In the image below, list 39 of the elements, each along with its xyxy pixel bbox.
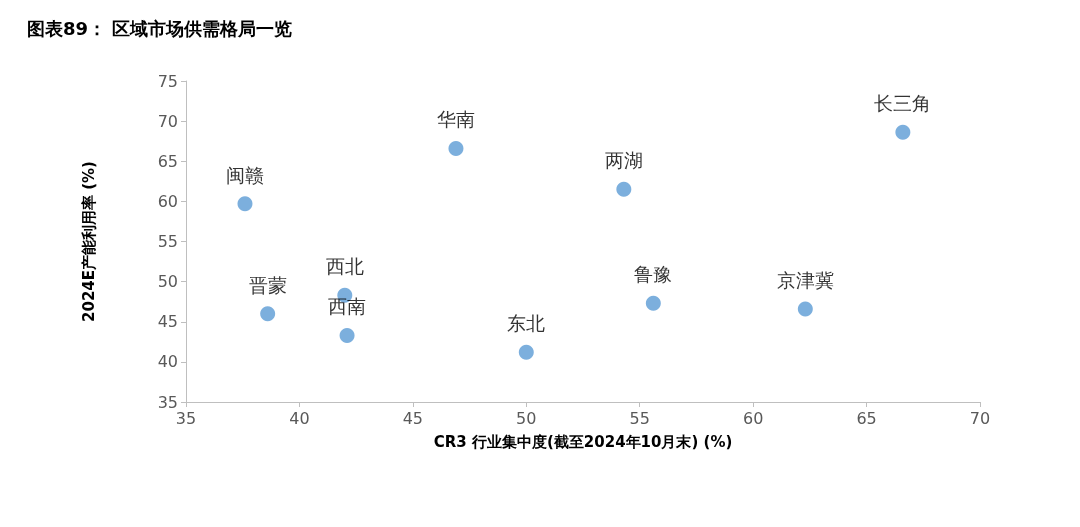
annotation: 两湖 bbox=[604, 149, 643, 172]
point bbox=[518, 344, 534, 360]
x-tick-label: 35 bbox=[175, 408, 197, 428]
y-tick-label: 35 bbox=[157, 392, 178, 412]
x-tick-label: 65 bbox=[856, 408, 877, 428]
point bbox=[616, 181, 632, 197]
annotation: 京津冀 bbox=[776, 268, 834, 291]
point bbox=[260, 306, 276, 322]
annotation: 晋蒙 bbox=[248, 273, 287, 296]
x-tick-label: 40 bbox=[289, 408, 310, 428]
y-tick-label: 55 bbox=[157, 232, 178, 251]
x-tick-label: 60 bbox=[742, 408, 764, 428]
y-tick-label: 65 bbox=[157, 151, 178, 171]
annotation: 西南 bbox=[328, 295, 367, 318]
x-axis-title: CR3 行业集中度(截至2024年10月末) (%) bbox=[433, 432, 733, 451]
x-tick-label: 70 bbox=[969, 408, 991, 428]
annotation: 闽赣 bbox=[225, 163, 264, 186]
y-tick-label: 50 bbox=[157, 272, 178, 292]
point bbox=[895, 124, 911, 140]
annotation: 长三角 bbox=[874, 92, 932, 115]
annotation: 西北 bbox=[325, 255, 364, 278]
y-tick-label: 40 bbox=[157, 352, 178, 372]
annotation: 东北 bbox=[507, 312, 546, 335]
x-tick-label: 55 bbox=[629, 408, 650, 428]
point bbox=[645, 295, 661, 311]
x-tick-label: 45 bbox=[402, 408, 424, 428]
annotation: 华南 bbox=[436, 108, 475, 131]
x-tick-label: 50 bbox=[516, 408, 537, 428]
chart-title: 图表89： 区域市场供需格局一览 bbox=[27, 17, 293, 39]
annotation: 鲁豫 bbox=[634, 263, 673, 286]
point bbox=[448, 140, 464, 156]
y-tick-label: 45 bbox=[157, 312, 178, 332]
point bbox=[237, 196, 253, 212]
point bbox=[339, 327, 355, 343]
y-tick-label: 75 bbox=[157, 71, 178, 91]
point bbox=[797, 301, 813, 317]
y-axis-title: 2024E产能利用率 (%) bbox=[79, 161, 98, 322]
y-tick-label: 70 bbox=[157, 111, 178, 131]
y-tick-label: 60 bbox=[157, 191, 178, 211]
